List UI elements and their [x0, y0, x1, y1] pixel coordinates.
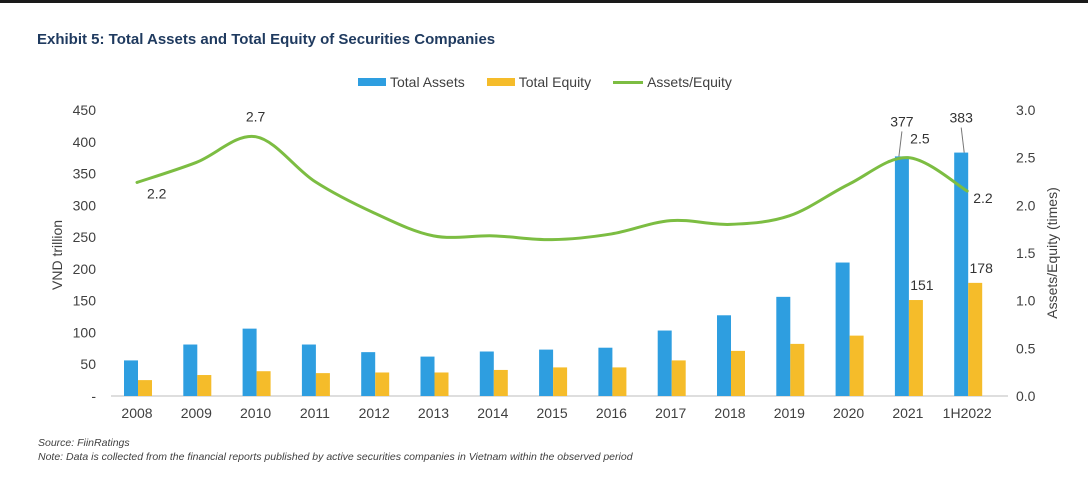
legend-item-assets-equity: Assets/Equity	[613, 74, 732, 90]
bar-total-equity-2016	[612, 367, 627, 396]
y-axis-title: VND trillion	[49, 220, 65, 290]
x-tick-label: 2018	[714, 405, 745, 421]
y2-axis-title: Assets/Equity (times)	[1044, 187, 1060, 318]
x-tick-label: 2011	[300, 405, 330, 421]
bar-total-equity-2010	[256, 371, 271, 396]
y-tick-label: 50	[80, 356, 96, 372]
y2-tick-label: 0.5	[1016, 340, 1036, 356]
bar-total-assets-2015	[539, 349, 554, 396]
bar-total-equity-2019	[790, 343, 805, 396]
y-tick-label: 200	[73, 261, 97, 277]
x-tick-label: 2019	[774, 405, 805, 421]
bar-total-assets-2011	[301, 344, 316, 396]
y-tick-label: 450	[73, 102, 97, 118]
y-tick-label: 100	[73, 324, 97, 340]
data-label-leader	[898, 131, 903, 157]
y2-tick-label: 0.0	[1016, 388, 1036, 404]
bar-total-equity-1H2022	[968, 282, 983, 396]
legend-label-total-assets: Total Assets	[390, 74, 465, 90]
legend-label-total-equity: Total Equity	[518, 74, 592, 90]
y-tick-label: -	[91, 388, 96, 404]
x-tick-label: 2013	[418, 405, 449, 421]
bar-total-assets-2008	[124, 360, 138, 396]
bar-total-assets-1H2022	[954, 152, 969, 396]
x-tick-label: 2015	[537, 405, 568, 421]
bar-total-equity-2013	[434, 372, 449, 396]
bar-total-equity-2009	[197, 375, 212, 396]
bar-total-assets-2019	[776, 296, 791, 396]
legend: Total Assets Total Equity Assets/Equity	[358, 74, 754, 90]
bar-total-equity-2008	[138, 380, 152, 396]
bar-total-assets-2017	[657, 330, 672, 396]
legend-swatch-total-assets	[358, 78, 386, 86]
y-tick-label: 250	[73, 229, 97, 245]
legend-swatch-total-equity	[486, 78, 515, 86]
bar-total-equity-2014	[493, 369, 508, 396]
x-tick-label: 2020	[833, 405, 864, 421]
y2-tick-label: 1.5	[1016, 245, 1036, 261]
assets-equity-line	[135, 134, 969, 242]
data-label: 2.2	[973, 190, 993, 206]
data-label: 2.2	[147, 185, 167, 201]
legend-label-assets-equity: Assets/Equity	[647, 74, 732, 90]
bar-total-assets-2014	[479, 351, 494, 396]
bar-total-equity-2011	[315, 373, 330, 396]
y-tick-label: 300	[73, 197, 97, 213]
bar-total-equity-2017	[671, 360, 686, 396]
legend-item-total-equity: Total Equity	[486, 74, 592, 90]
y2-tick-label: 1.0	[1016, 293, 1036, 309]
y-tick-label: 350	[73, 166, 97, 182]
legend-swatch-assets-equity	[613, 80, 644, 84]
x-tick-label: 2014	[477, 405, 508, 421]
data-label-leader	[960, 127, 965, 153]
y-tick-label: 150	[73, 293, 97, 309]
source-note: Source: FiinRatings	[38, 437, 130, 449]
bar-total-equity-2021	[908, 300, 923, 396]
bar-total-equity-2020	[849, 335, 864, 396]
data-note: Note: Data is collected from the financi…	[38, 451, 633, 463]
x-tick-label: 1H2022	[943, 405, 992, 421]
y2-tick-label: 2.0	[1016, 197, 1036, 213]
bar-total-assets-2010	[242, 328, 257, 396]
x-tick-label: 2009	[181, 405, 212, 421]
bar-total-assets-2016	[598, 347, 613, 396]
bar-total-assets-2013	[420, 356, 435, 396]
bar-total-assets-2009	[183, 344, 198, 396]
data-label: 2.7	[246, 109, 266, 125]
bar-total-assets-2012	[361, 352, 376, 396]
data-label: 383	[950, 110, 974, 126]
x-tick-label: 2008	[121, 405, 152, 421]
top-rule	[0, 0, 1088, 3]
bar-total-equity-2012	[375, 372, 390, 396]
x-tick-label: 2016	[596, 405, 627, 421]
bar-total-assets-2018	[717, 315, 731, 396]
y2-tick-label: 2.5	[1016, 150, 1036, 166]
bar-total-assets-2020	[835, 262, 850, 396]
data-label: 178	[970, 260, 994, 276]
bar-total-equity-2015	[553, 367, 568, 396]
y-tick-label: 400	[73, 134, 97, 150]
data-label: 151	[910, 277, 934, 293]
x-tick-label: 2021	[892, 405, 923, 421]
chart-title: Exhibit 5: Total Assets and Total Equity…	[37, 31, 496, 48]
legend-item-total-assets: Total Assets	[358, 74, 465, 90]
bar-total-equity-2018	[731, 350, 745, 396]
x-tick-label: 2010	[240, 405, 271, 421]
data-label: 2.5	[910, 131, 930, 147]
y2-tick-label: 3.0	[1016, 102, 1036, 118]
data-label: 377	[890, 113, 914, 129]
x-tick-label: 2017	[655, 405, 686, 421]
x-tick-label: 2012	[359, 405, 390, 421]
bar-total-assets-2021	[894, 156, 909, 396]
